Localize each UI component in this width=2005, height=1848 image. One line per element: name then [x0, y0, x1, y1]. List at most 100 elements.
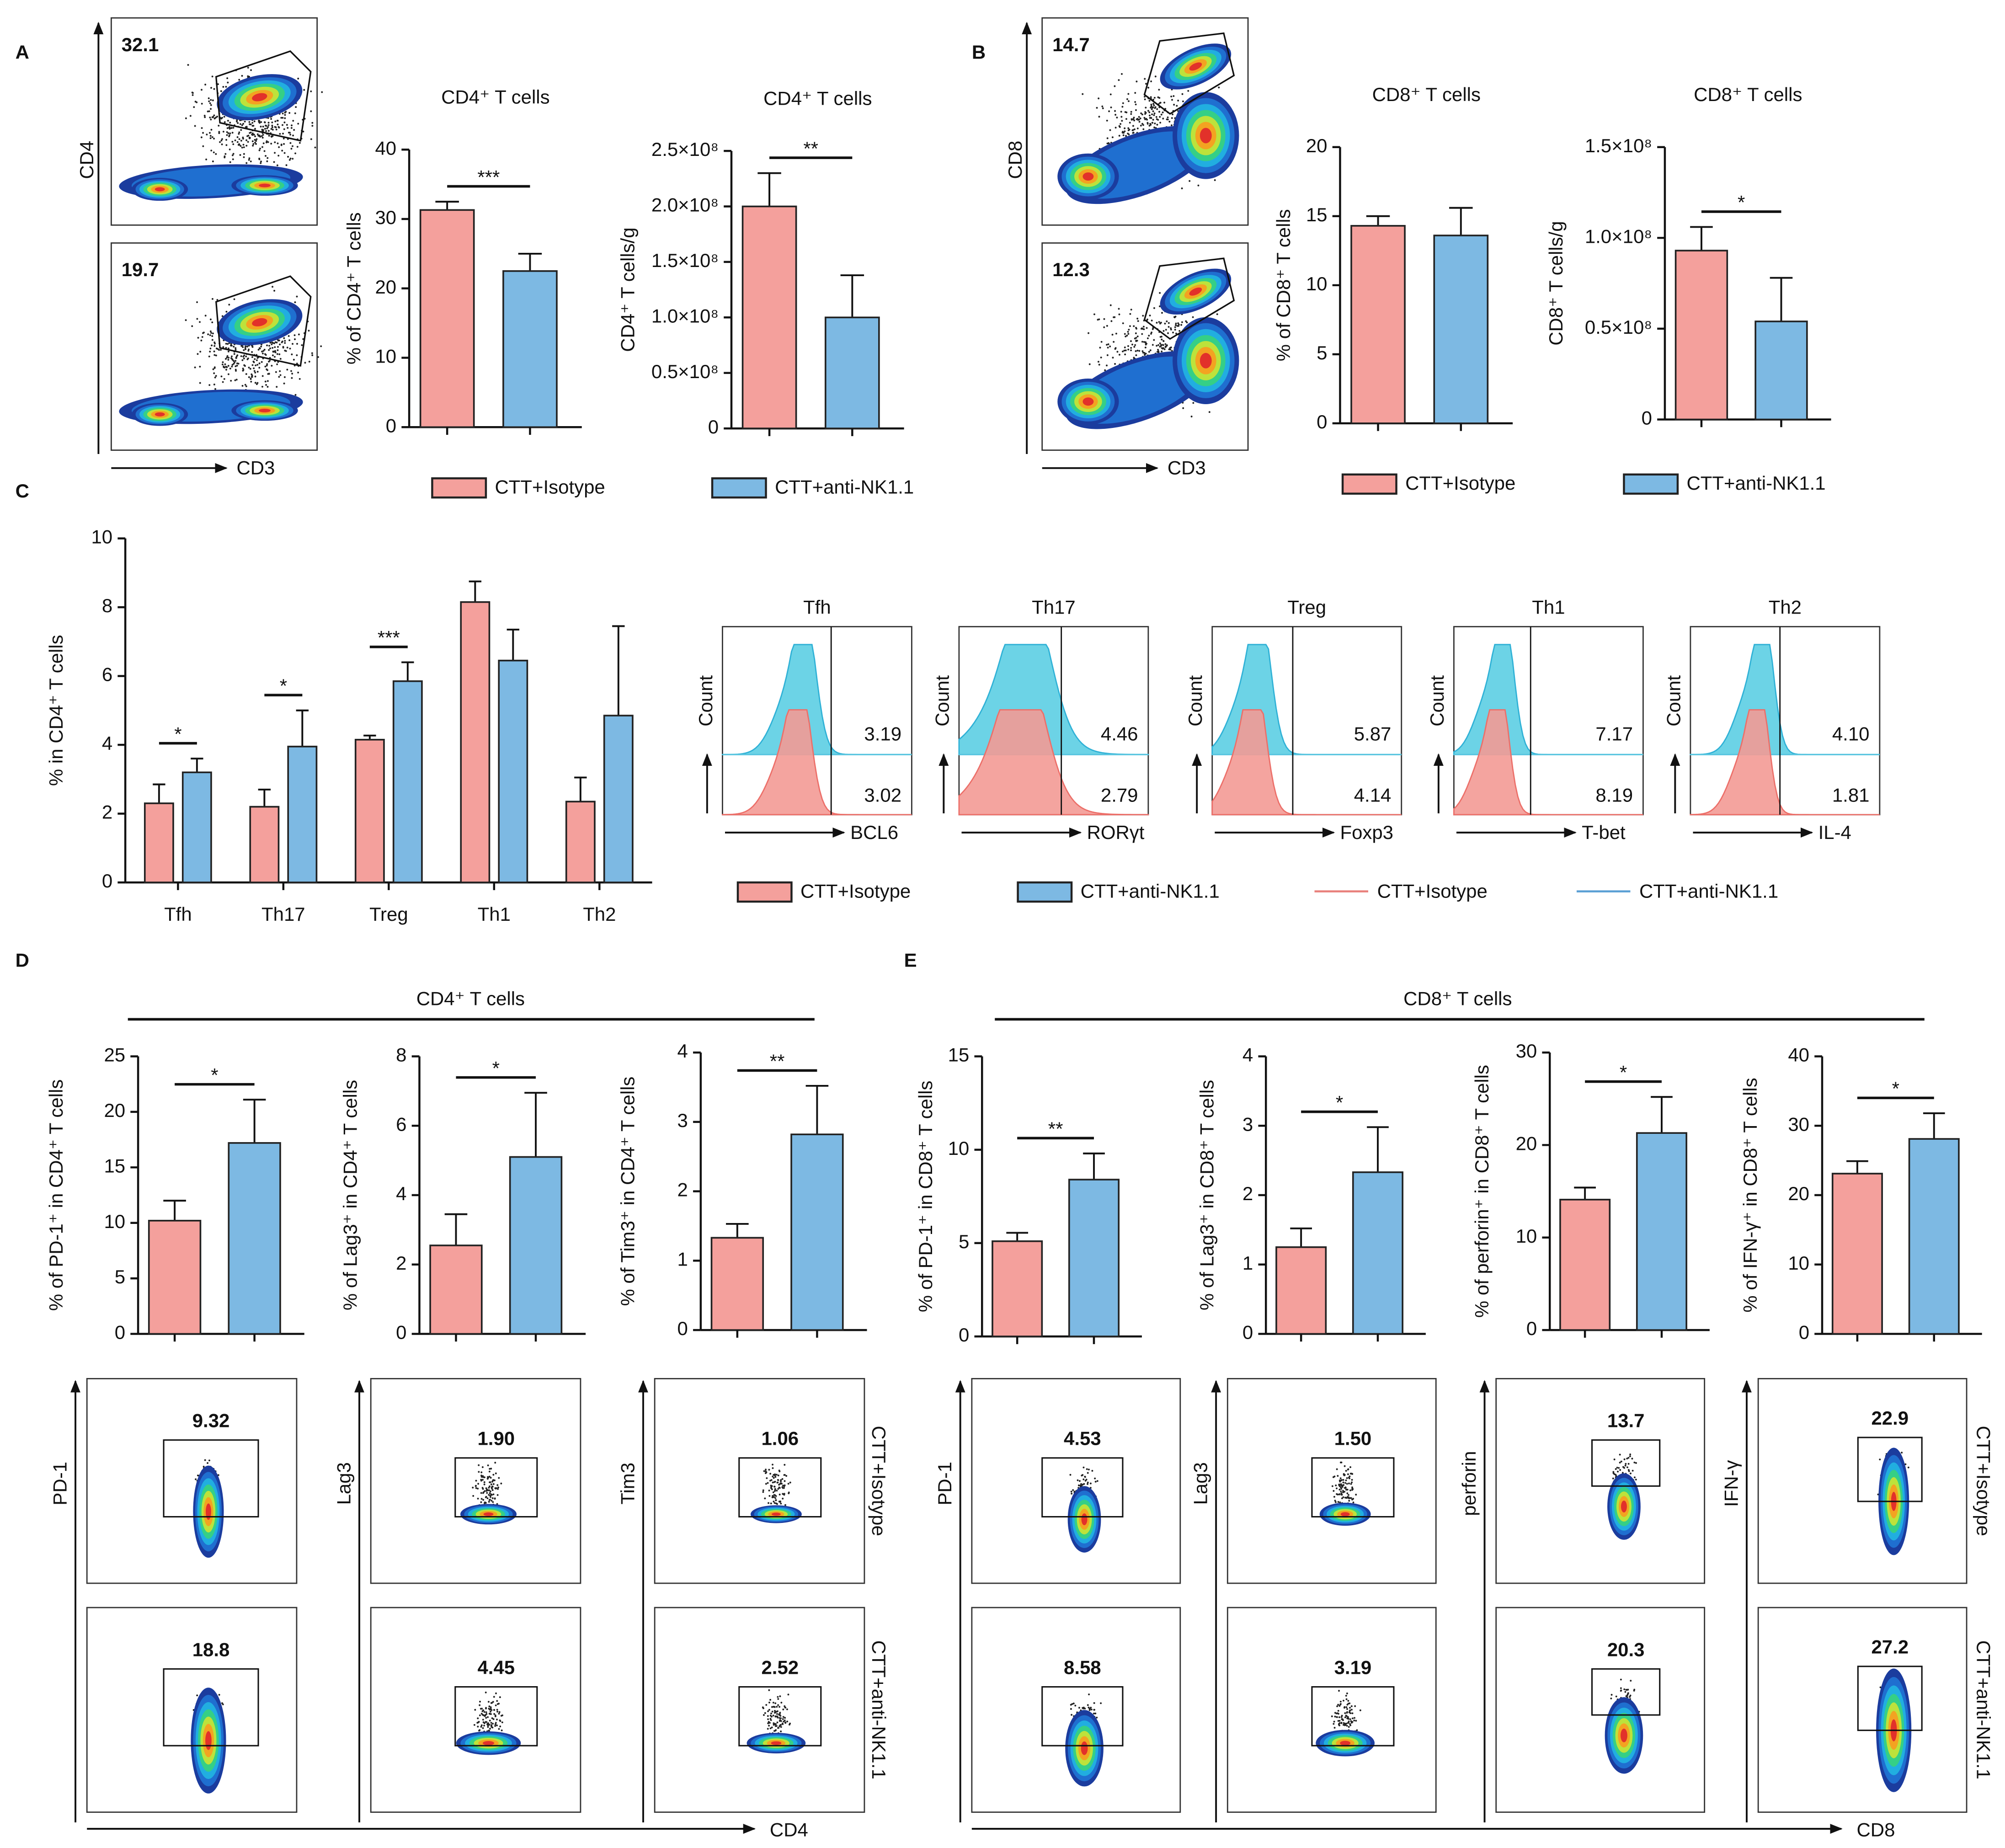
event-dot — [1345, 1715, 1348, 1717]
event-dot — [1088, 363, 1091, 365]
event-dot — [1141, 123, 1143, 125]
event-dot — [1174, 315, 1177, 318]
event-dot — [1624, 1464, 1626, 1467]
event-dot — [1351, 1712, 1354, 1714]
event-dot — [1141, 333, 1143, 335]
histogram-title: Treg — [1287, 597, 1326, 618]
event-dot — [234, 361, 236, 363]
event-dot — [773, 1501, 775, 1503]
event-dot — [768, 1722, 771, 1724]
event-dot — [291, 145, 293, 147]
event-dot — [770, 1486, 772, 1488]
event-dot — [258, 120, 261, 122]
event-dot — [772, 1714, 774, 1717]
event-dot — [218, 131, 220, 133]
event-dot — [277, 123, 279, 126]
event-dot — [1189, 180, 1191, 182]
event-dot — [1089, 1482, 1092, 1485]
y-tick-label: 2 — [102, 801, 112, 823]
event-dot — [487, 1464, 489, 1467]
event-dot — [1114, 127, 1117, 129]
event-dot — [1620, 1678, 1622, 1681]
gate-percentage: 13.7 — [1607, 1410, 1645, 1431]
event-dot — [768, 1490, 770, 1492]
event-dot — [258, 158, 261, 160]
event-dot — [1126, 98, 1128, 100]
event-dot — [1623, 1458, 1626, 1460]
event-dot — [1345, 1694, 1347, 1697]
event-dot — [1148, 111, 1151, 113]
event-dot — [264, 365, 267, 368]
event-dot — [280, 117, 283, 119]
event-dot — [489, 1485, 491, 1487]
event-dot — [195, 1478, 197, 1480]
event-dot — [1108, 110, 1110, 112]
gate-percentage: 1.50 — [1334, 1428, 1372, 1449]
event-dot — [1100, 356, 1102, 358]
event-dot — [233, 353, 235, 355]
event-dot — [230, 127, 233, 129]
event-dot — [1335, 1484, 1337, 1486]
event-dot — [1172, 331, 1174, 334]
event-dot — [235, 355, 238, 358]
plot-frame — [86, 1607, 298, 1813]
y-axis-label: % in CD4⁺ T cells — [45, 635, 67, 786]
event-dot — [1171, 117, 1173, 119]
event-dot — [235, 360, 237, 362]
y-tick-label: 3 — [1242, 1113, 1253, 1135]
gate-percentage: 4.53 — [1064, 1428, 1101, 1449]
significance-label: ** — [803, 138, 818, 159]
event-dot — [245, 355, 247, 358]
event-dot — [772, 1463, 773, 1466]
event-dot — [1104, 369, 1106, 371]
event-dot — [292, 343, 294, 345]
event-dot — [289, 134, 292, 136]
event-dot — [209, 132, 211, 134]
event-dot — [1127, 129, 1130, 132]
event-dot — [265, 384, 267, 386]
event-dot — [477, 1497, 479, 1500]
event-dot — [1334, 1712, 1336, 1714]
panel-letter: C — [16, 480, 29, 502]
event-dot — [208, 100, 210, 102]
event-dot — [1130, 349, 1132, 352]
event-dot — [248, 157, 251, 160]
event-dot — [283, 138, 285, 139]
event-dot — [495, 1704, 497, 1707]
event-dot — [213, 151, 215, 154]
event-dot — [1127, 333, 1130, 335]
event-dot — [1341, 1718, 1343, 1720]
event-dot — [1610, 1697, 1612, 1699]
event-dot — [213, 350, 215, 353]
event-dot — [773, 1485, 776, 1488]
event-dot — [294, 112, 296, 114]
event-dot — [258, 362, 261, 364]
y-tick-label: 10 — [948, 1138, 970, 1159]
y-tick-label: 0 — [115, 1322, 125, 1343]
x-axis-label: CD3 — [1168, 457, 1206, 479]
event-dot — [244, 347, 246, 349]
event-dot — [225, 144, 228, 146]
event-dot — [1124, 346, 1126, 348]
event-dot — [267, 157, 269, 159]
y-axis-label: IFN-γ — [1720, 1460, 1742, 1507]
event-dot — [498, 1703, 500, 1705]
event-dot — [274, 120, 277, 123]
y-tick-label: 0.5×10⁸ — [651, 361, 719, 382]
event-dot — [785, 1475, 788, 1477]
event-dot — [276, 119, 278, 122]
y-tick-label: 20 — [104, 1100, 125, 1121]
event-dot — [1339, 1700, 1342, 1703]
y-axis-label: % of Lag3⁺ in CD4⁺ T cells — [339, 1080, 361, 1310]
event-dot — [781, 1478, 784, 1480]
event-dot — [1091, 1469, 1093, 1472]
event-dot — [1097, 361, 1099, 363]
histogram-title: Th17 — [1032, 597, 1076, 618]
bar — [1559, 1199, 1611, 1331]
event-dot — [786, 1708, 788, 1710]
event-dot — [487, 1722, 490, 1725]
event-dot — [279, 370, 281, 372]
event-dot — [1158, 321, 1160, 323]
y-tick-label: 20 — [1788, 1183, 1809, 1204]
event-dot — [1904, 1463, 1907, 1465]
